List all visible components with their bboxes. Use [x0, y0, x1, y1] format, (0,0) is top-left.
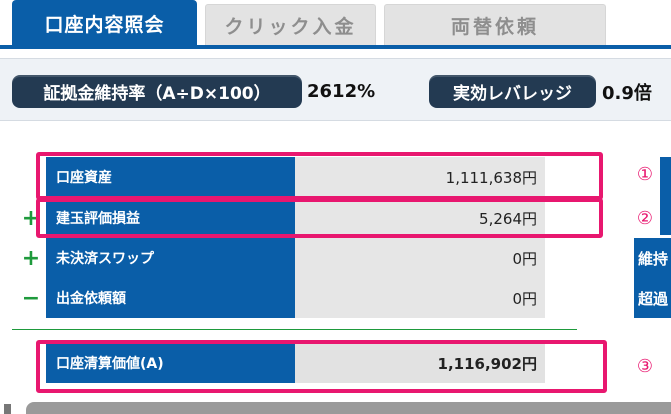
frame-corner — [4, 404, 11, 414]
highlight-box-2 — [36, 198, 603, 238]
margin-ratio-label: 証拠金維持率（A÷D×100） — [12, 75, 302, 108]
plus-icon: + — [21, 245, 41, 271]
liquidation-value-label: 口座清算価値(A) — [46, 343, 295, 383]
marker-3: ③ — [636, 355, 654, 377]
side-panel-fragment — [660, 157, 671, 235]
bottom-scrollbar[interactable] — [26, 402, 671, 414]
withdrawal-request-value: 0円 — [295, 278, 545, 318]
side-panel-maintenance: 維持 — [634, 238, 671, 278]
margin-ratio-value: 2612% — [307, 81, 376, 102]
highlight-box-1 — [36, 152, 603, 200]
tab-exchange-request[interactable]: 両替依頼 — [384, 4, 606, 46]
unsettled-swap-label: 未決済スワップ — [46, 238, 295, 278]
liquidation-value-value: 1,116,902円 — [295, 343, 545, 383]
leverage-value: 0.9倍 — [602, 82, 652, 104]
tab-bar: 口座内容照会 クリック入金 両替依頼 — [0, 0, 671, 49]
tab-click-deposit[interactable]: クリック入金 — [205, 4, 376, 46]
position-pl-label: 建玉評価損益 — [46, 198, 295, 238]
unsettled-swap-value: 0円 — [295, 238, 545, 278]
summary-strip: 証拠金維持率（A÷D×100） 2612% 実効レバレッジ 0.9倍 — [0, 58, 671, 121]
leverage-label: 実効レバレッジ — [429, 75, 596, 108]
marker-2: ② — [636, 207, 654, 229]
account-assets-value: 1,111,638円 — [295, 157, 545, 197]
tab-account-overview[interactable]: 口座内容照会 — [12, 0, 197, 46]
minus-icon: − — [21, 285, 41, 311]
highlight-box-3 — [36, 340, 607, 393]
marker-1: ① — [636, 163, 654, 185]
side-panel-excess: 超過 — [634, 278, 671, 318]
plus-icon: + — [21, 205, 41, 231]
withdrawal-request-label: 出金依頼額 — [46, 278, 295, 318]
account-assets-label: 口座資産 — [46, 157, 295, 197]
sum-divider — [12, 329, 577, 330]
position-pl-value: 5,264円 — [295, 198, 545, 238]
tab-underline — [0, 45, 671, 49]
